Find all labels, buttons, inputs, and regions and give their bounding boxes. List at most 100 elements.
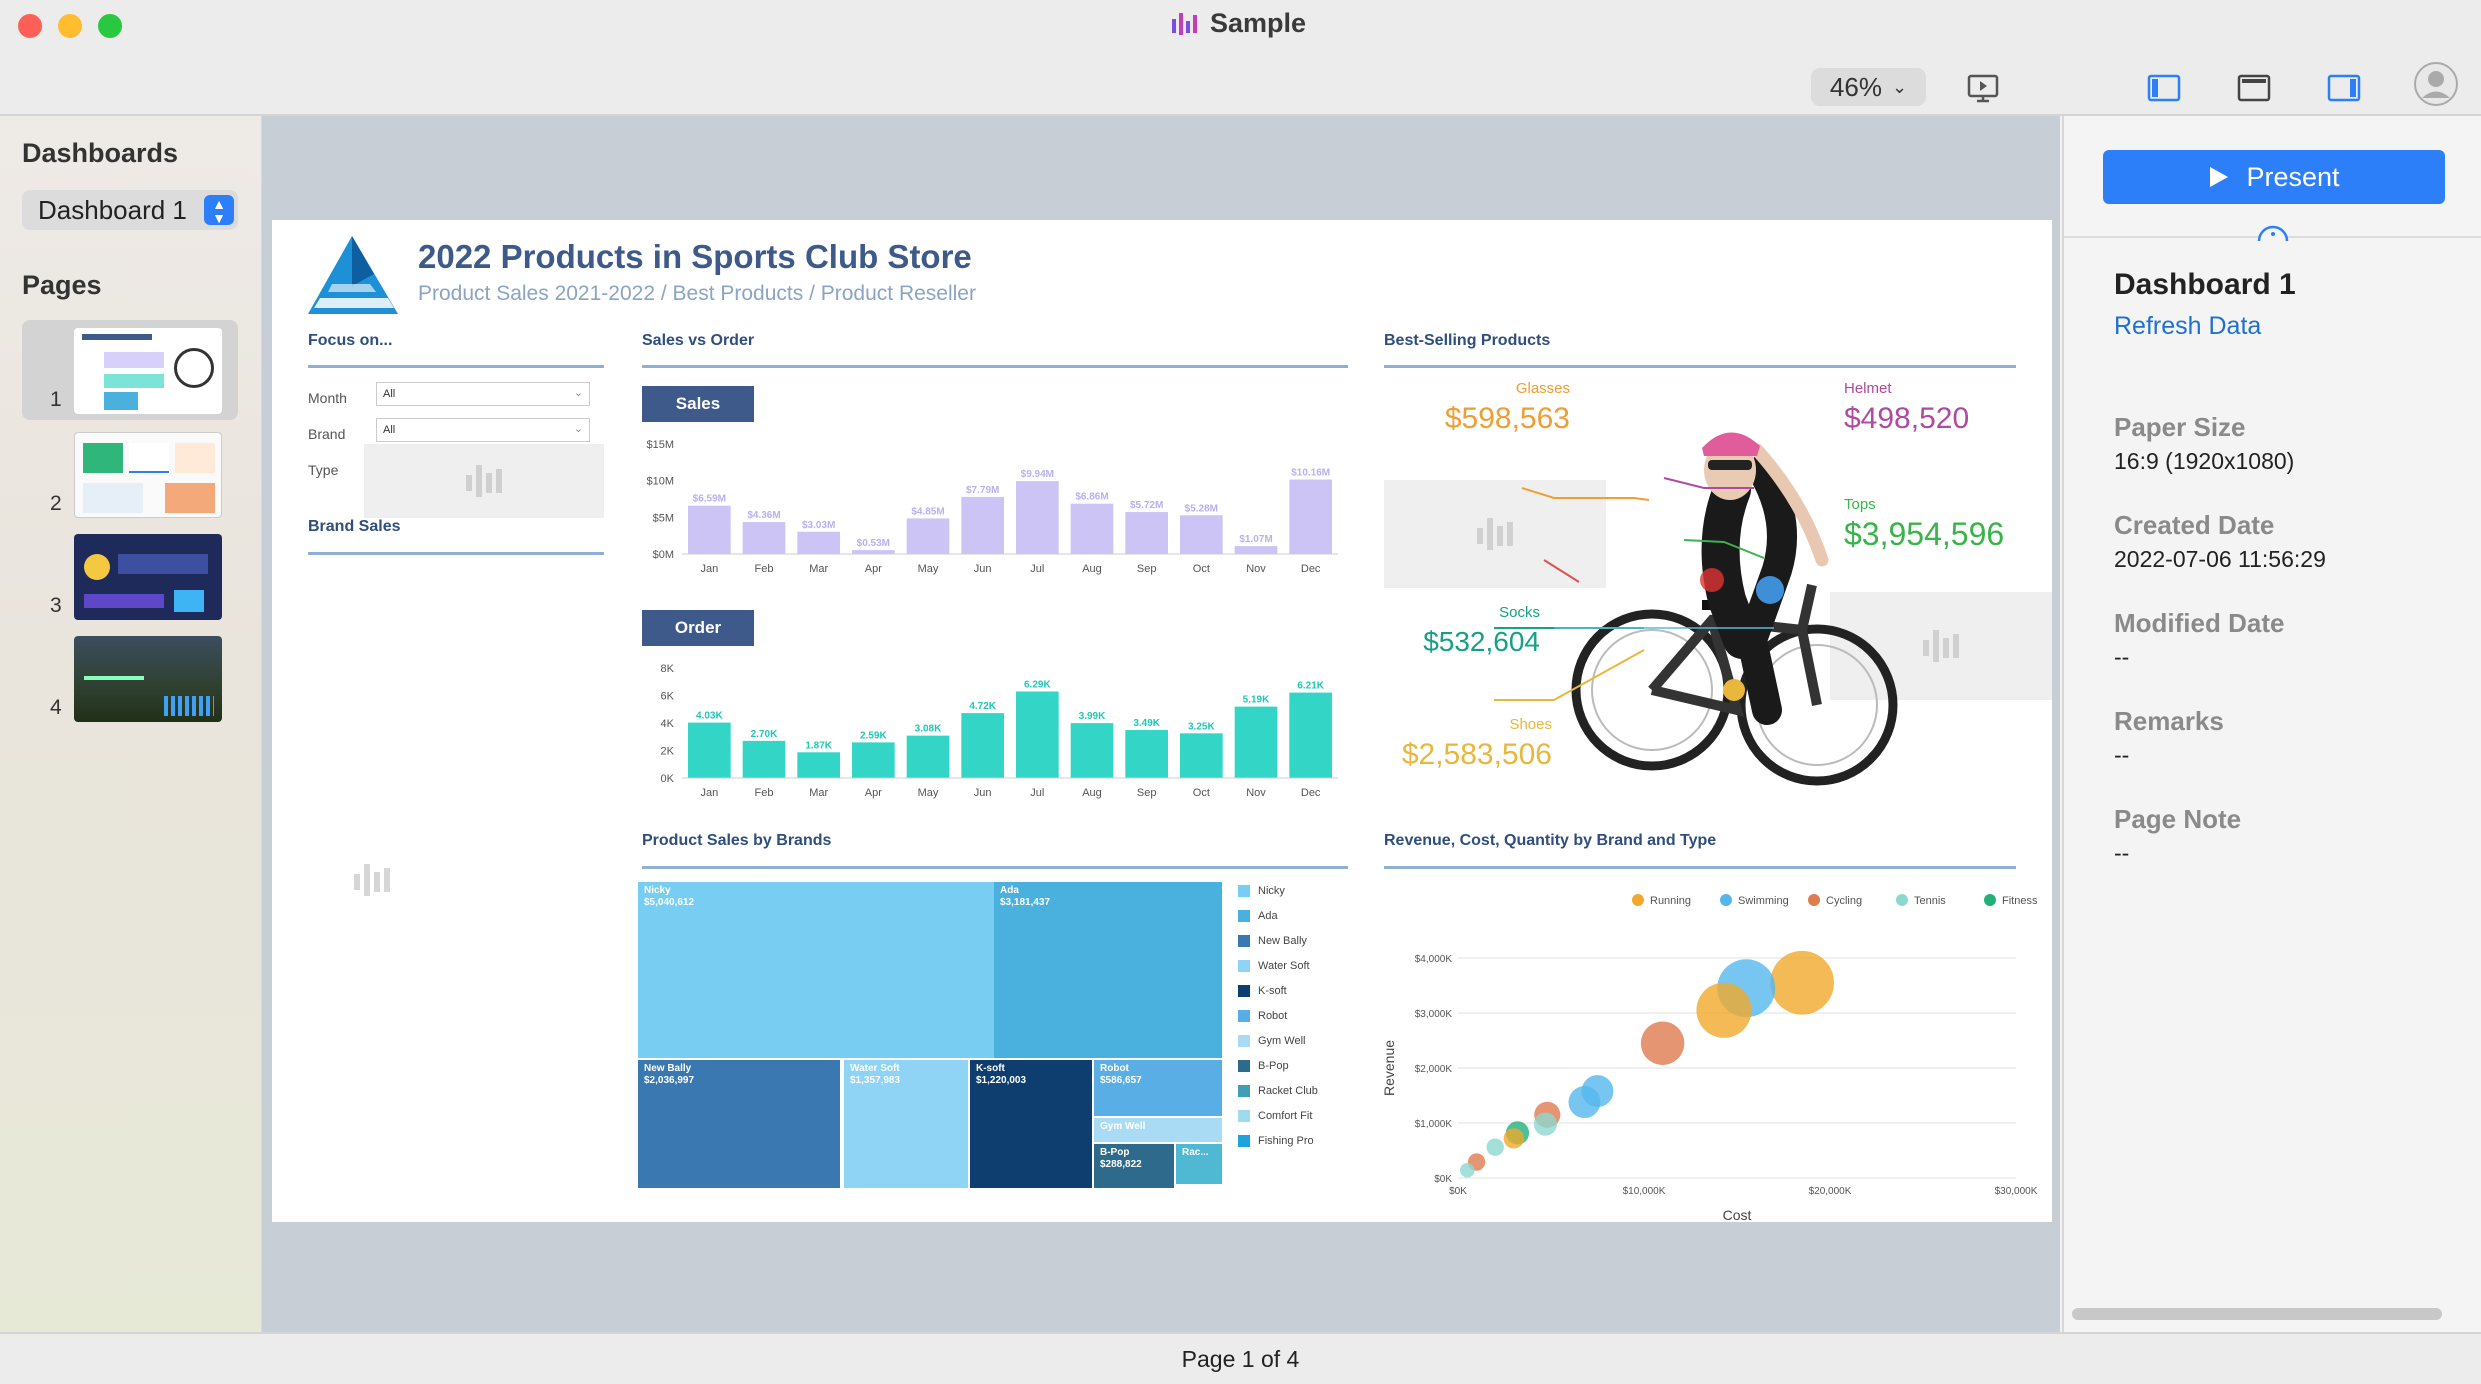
data-label: $6.59M <box>693 494 726 505</box>
window-title-text: Sample <box>1210 8 1307 38</box>
right-sidebar-icon <box>2327 74 2361 102</box>
legend-label: Racket Club <box>1258 1085 1318 1097</box>
data-label: 4.03K <box>696 711 723 722</box>
data-label: $9.94M <box>1021 469 1054 480</box>
treemap-cell-b-pop[interactable]: B-Pop $288,822 <box>1094 1144 1174 1188</box>
legend-swatch <box>1238 1135 1250 1147</box>
chevron-down-icon: ⌄ <box>1891 76 1908 97</box>
bar <box>688 505 731 554</box>
legend-label: K-soft <box>1258 985 1287 997</box>
legend-label: Fitness <box>2002 895 2038 907</box>
user-avatar-button[interactable] <box>2412 60 2460 108</box>
x-tick-label: $30,000K <box>1995 1186 2038 1197</box>
toggle-left-sidebar-button[interactable] <box>2144 68 2184 108</box>
page-number: 4 <box>50 696 62 719</box>
treemap-cell-ada[interactable]: Ada $3,181,437 <box>994 882 1222 1058</box>
treemap-cell-water-soft[interactable]: Water Soft $1,357,983 <box>844 1060 968 1188</box>
sales-vs-order-heading: Sales vs Order <box>642 332 755 349</box>
close-window-button[interactable] <box>18 14 42 38</box>
toggle-toolbar-button[interactable] <box>2234 68 2274 108</box>
zoom-select[interactable]: 46% ⌄ <box>1811 68 1926 106</box>
bar <box>797 531 840 554</box>
zoom-value: 46% <box>1829 71 1882 102</box>
info-icon[interactable] <box>2256 224 2290 242</box>
product-label-helmet: Helmet <box>1844 380 1892 397</box>
legend-label: B-Pop <box>1258 1060 1289 1072</box>
month-select[interactable]: All ⌄ <box>376 382 590 406</box>
treemap-cell-name: K-soft <box>976 1063 1005 1074</box>
paper-size-label: Paper Size <box>2114 412 2246 442</box>
legend-label: Swimming <box>1738 895 1789 907</box>
company-logo-icon <box>308 236 398 314</box>
toggle-right-panel-button[interactable] <box>2324 68 2364 108</box>
remarks-label: Remarks <box>2114 706 2224 736</box>
brand-treemap: Nicky $5,040,612 Ada $3,181,437 New Bally $2,… <box>638 882 1222 1188</box>
x-tick-label: Apr <box>865 563 882 575</box>
order-chart-tab: Order <box>642 610 754 646</box>
left-sidebar-icon <box>2147 74 2181 102</box>
play-screen-icon <box>1967 74 1999 103</box>
panel-dashboard-name: Dashboard 1 <box>2114 268 2296 301</box>
data-label: 2.59K <box>860 730 887 741</box>
treemap-legend: Nicky Ada New Bally Water Soft K-soft Robot Gy… <box>1238 882 1348 1182</box>
month-select-value: All <box>383 388 396 400</box>
y-tick-label: 0K <box>661 773 675 785</box>
data-label: 3.99K <box>1079 711 1106 722</box>
minimize-window-button[interactable] <box>58 14 82 38</box>
legend-label: Gym Well <box>1258 1035 1306 1047</box>
legend-marker <box>1808 894 1820 906</box>
treemap-cell-gym-well[interactable]: Gym Well <box>1094 1118 1222 1142</box>
data-label: $10.16M <box>1291 467 1330 478</box>
present-button[interactable]: Present <box>2103 150 2445 204</box>
product-sales-divider <box>642 866 1348 869</box>
y-tick-label: $3,000K <box>1415 1009 1453 1020</box>
placeholder-chart-icon <box>1923 630 1959 662</box>
legend-swatch <box>1238 1035 1250 1047</box>
data-label: $1.07M <box>1239 534 1272 545</box>
treemap-cell-name: New Bally <box>644 1063 692 1074</box>
treemap-cell-name: Robot <box>1100 1063 1129 1074</box>
data-label: $7.79M <box>966 485 999 496</box>
y-tick-label: $1,000K <box>1415 1119 1453 1130</box>
legend-swatch <box>1238 960 1250 972</box>
brand-select[interactable]: All ⌄ <box>376 418 590 442</box>
x-tick-label: May <box>918 563 939 575</box>
cyclist-illustration <box>1571 432 1898 786</box>
chevron-down-icon: ⌄ <box>573 387 583 399</box>
app-logo-icon <box>1172 12 1197 35</box>
pages-heading: Pages <box>22 270 102 300</box>
legend-swatch <box>1238 885 1250 897</box>
treemap-cell-nicky[interactable]: Nicky $5,040,612 <box>638 882 994 1058</box>
page-thumbnail-1[interactable] <box>74 328 222 414</box>
x-tick-label: $20,000K <box>1809 1186 1852 1197</box>
legend-swatch <box>1238 1060 1250 1072</box>
product-value-tops: $3,954,596 <box>1844 516 2005 552</box>
y-tick-label: $2,000K <box>1415 1064 1453 1075</box>
treemap-cell-robot[interactable]: Robot $586,657 <box>1094 1060 1222 1116</box>
brand-label: Brand <box>308 426 346 442</box>
revenue-cost-bubble-chart: Running Swimming Cycling Tennis Fitness $0K $1… <box>1381 894 2038 1220</box>
page-indicator: Page 1 of 4 <box>1181 1346 1300 1372</box>
x-tick-label: $10,000K <box>1623 1186 1666 1197</box>
zoom-window-button[interactable] <box>98 14 122 38</box>
legend-marker <box>1720 894 1732 906</box>
page-thumbnail-4[interactable] <box>74 636 222 722</box>
title-bar: Sample 46% ⌄ <box>0 0 2481 116</box>
legend-label: Water Soft <box>1258 960 1310 972</box>
type-filter-placeholder[interactable] <box>364 444 604 518</box>
treemap-cell-k-soft[interactable]: K-soft $1,220,003 <box>970 1060 1092 1188</box>
dashboard-select[interactable]: Dashboard 1 ▲ ▼ <box>22 190 238 230</box>
treemap-cell-rac[interactable]: Rac... <box>1176 1144 1222 1184</box>
bar <box>1289 692 1332 778</box>
slideshow-button[interactable] <box>1963 68 2003 108</box>
page-thumbnail-3[interactable] <box>74 534 222 620</box>
bar <box>1180 733 1223 778</box>
panel-scrollbar[interactable] <box>2072 1308 2442 1320</box>
y-tick-label: $0K <box>1434 1174 1452 1185</box>
x-tick-label: Apr <box>865 787 882 799</box>
page-thumbnail-2[interactable] <box>74 432 222 518</box>
refresh-data-link[interactable]: Refresh Data <box>2114 312 2262 340</box>
treemap-cell-new-bally[interactable]: New Bally $2,036,997 <box>638 1060 840 1188</box>
bar <box>961 713 1004 778</box>
legend-swatch <box>1238 910 1250 922</box>
